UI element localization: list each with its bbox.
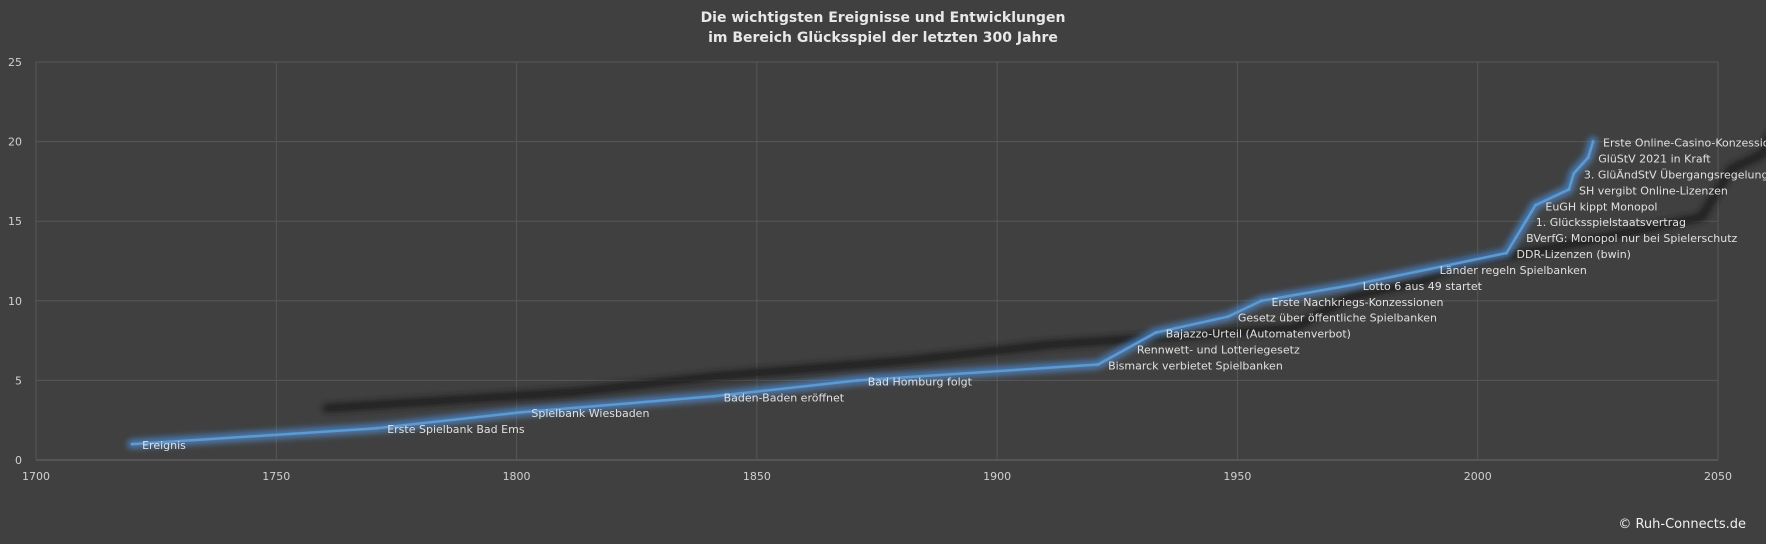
- data-point: [1514, 235, 1518, 239]
- y-tick-label: 20: [8, 136, 22, 149]
- chart-title-line-2: im Bereich Glücksspiel der letzten 300 J…: [708, 30, 1058, 46]
- data-point: [1572, 171, 1576, 175]
- x-tick-label: 2000: [1464, 470, 1492, 483]
- data-label: Gesetz über öffentliche Spielbanken: [1238, 312, 1437, 325]
- copyright-notice: © Ruh-Connects.de: [1618, 517, 1746, 532]
- data-label: EuGH kippt Monopol: [1545, 200, 1657, 213]
- data-point: [1533, 203, 1537, 207]
- series-line: [130, 140, 1595, 446]
- data-label: 1. Glücksspielstaatsvertrag: [1536, 216, 1686, 229]
- chart-title-line-1: Die wichtigsten Ereignisse und Entwicklu…: [700, 10, 1066, 26]
- data-point: [1226, 315, 1230, 319]
- x-tick-label: 1900: [983, 470, 1011, 483]
- data-point: [1428, 267, 1432, 271]
- data-point: [519, 410, 523, 414]
- data-point: [130, 442, 134, 446]
- data-point: [1567, 187, 1571, 191]
- data-label: Erste Spielbank Bad Ems: [387, 423, 525, 436]
- x-tick-label: 1850: [743, 470, 771, 483]
- data-label: DDR-Lizenzen (bwin): [1517, 248, 1631, 261]
- x-tick-label: 2050: [1704, 470, 1732, 483]
- data-point: [712, 394, 716, 398]
- data-point: [1096, 362, 1100, 366]
- x-tick-label: 1700: [22, 470, 50, 483]
- data-point: [1351, 283, 1355, 287]
- y-tick-label: 25: [8, 56, 22, 69]
- data-label: Länder regeln Spielbanken: [1440, 264, 1587, 277]
- data-label: Baden-Baden eröffnet: [724, 391, 845, 404]
- x-tick-label: 1950: [1223, 470, 1251, 483]
- data-label: 3. GlüÄndStV Übergangsregelung: [1584, 168, 1766, 181]
- data-point: [1125, 347, 1129, 351]
- data-point: [1259, 299, 1263, 303]
- data-label: SH vergibt Online-Lizenzen: [1579, 184, 1728, 197]
- data-label: GlüStV 2021 in Kraft: [1598, 153, 1711, 166]
- data-label: Lotto 6 aus 49 startet: [1363, 280, 1483, 293]
- data-label: Erste Nachkriegs-Konzessionen: [1271, 296, 1443, 309]
- data-point: [375, 426, 379, 430]
- data-label: Bajazzo-Urteil (Automatenverbot): [1166, 328, 1351, 341]
- data-point: [856, 378, 860, 382]
- data-point: [1524, 219, 1528, 223]
- y-tick-label: 10: [8, 295, 22, 308]
- data-point: [1586, 156, 1590, 160]
- data-label: Ereignis: [142, 439, 186, 452]
- data-label: BVerfG: Monopol nur bei Spielerschutz: [1526, 232, 1737, 245]
- y-tick-label: 15: [8, 215, 22, 228]
- x-tick-label: 1800: [503, 470, 531, 483]
- data-label: Rennwett- und Lotteriegesetz: [1137, 344, 1300, 357]
- data-label: Spielbank Wiesbaden: [531, 407, 649, 420]
- data-point: [1505, 251, 1509, 255]
- data-label: Bismarck verbietet Spielbanken: [1108, 359, 1283, 372]
- y-tick-label: 0: [15, 454, 22, 467]
- y-tick-label: 5: [15, 374, 22, 387]
- data-label: Bad Homburg folgt: [868, 375, 973, 388]
- data-label: Erste Online-Casino-Konzessionen: [1603, 137, 1766, 150]
- x-tick-label: 1750: [262, 470, 290, 483]
- data-point: [1591, 140, 1595, 144]
- data-point: [1154, 331, 1158, 335]
